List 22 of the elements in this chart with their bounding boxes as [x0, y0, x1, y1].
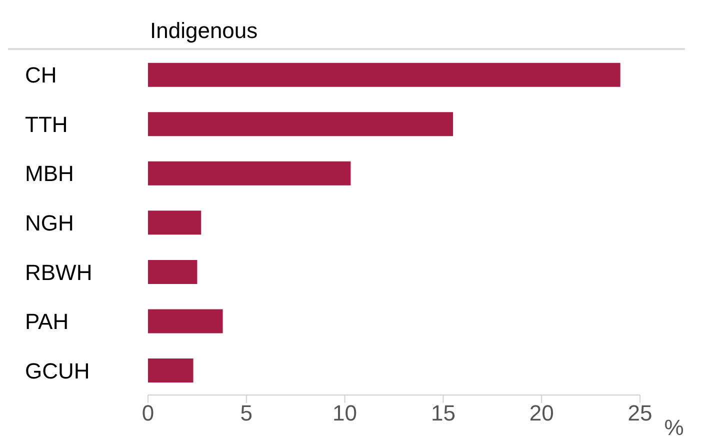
y-tick-label: TTH [25, 112, 68, 137]
chart-title: Indigenous [150, 18, 258, 44]
y-tick-label: GCUH [25, 358, 90, 384]
bar [148, 161, 351, 186]
y-tick-label: CH [25, 62, 57, 88]
y-tick-label: NGH [25, 210, 74, 236]
x-tick-label: 5 [240, 400, 253, 426]
x-tick-label: 0 [142, 400, 154, 426]
y-tick-label: MBH [25, 161, 74, 186]
y-tick-label: RBWH [25, 260, 92, 285]
bar [148, 62, 620, 87]
x-tick-label: 15 [430, 400, 456, 426]
bar [148, 358, 194, 383]
x-axis-title: % [664, 415, 684, 440]
bar [148, 309, 223, 334]
bar [148, 112, 454, 136]
y-tick-label: PAH [25, 309, 69, 334]
x-tick-label: 10 [332, 400, 358, 426]
bar [148, 260, 198, 284]
x-tick-label: 20 [529, 400, 554, 426]
bar [148, 210, 202, 235]
x-tick-label: 25 [628, 400, 652, 426]
